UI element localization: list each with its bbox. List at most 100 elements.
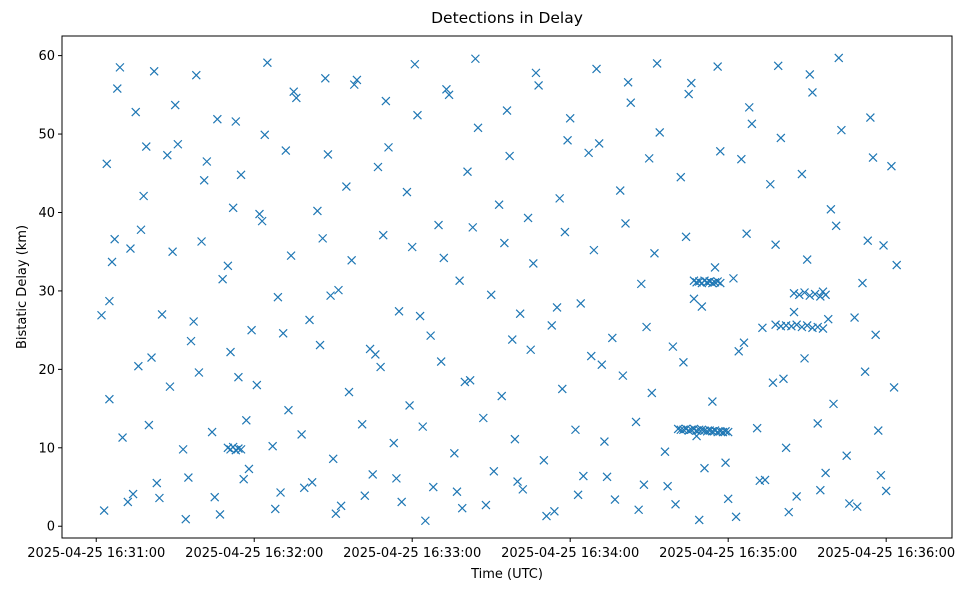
data-point: [634, 505, 644, 515]
data-point: [420, 516, 430, 526]
x-tick-label: 2025-04-25 16:31:00: [27, 546, 165, 561]
data-point: [792, 492, 802, 501]
x-tick-label: 2025-04-25 16:34:00: [501, 546, 639, 561]
data-point: [291, 93, 301, 103]
data-point: [126, 244, 135, 253]
data-point: [668, 342, 678, 352]
data-point: [165, 382, 175, 392]
data-point: [415, 311, 425, 321]
data-point: [131, 107, 141, 117]
data-point: [781, 443, 791, 453]
data-point: [531, 68, 541, 78]
data-point: [183, 473, 193, 483]
data-point: [555, 193, 565, 203]
x-axis-title: Time (UTC): [470, 567, 543, 582]
data-point: [650, 248, 659, 258]
data-point: [312, 206, 322, 216]
data-point: [889, 382, 899, 392]
data-point: [133, 361, 143, 371]
data-point: [381, 96, 391, 106]
data-point: [289, 87, 299, 97]
x-axis: 2025-04-25 16:31:00 2025-04-25 16:32:00 20…: [27, 538, 955, 561]
data-point: [694, 515, 704, 525]
scatter-marks: [97, 53, 902, 526]
data-point: [697, 425, 707, 435]
data-point: [507, 335, 517, 344]
data-point: [850, 313, 859, 323]
data-point: [449, 448, 459, 458]
data-point: [518, 484, 528, 494]
data-point: [494, 200, 504, 210]
data-point: [104, 394, 114, 404]
data-point: [144, 420, 154, 430]
data-point: [497, 391, 507, 401]
data-point: [378, 230, 388, 240]
data-point: [189, 317, 199, 326]
data-point: [436, 357, 446, 366]
data-point: [115, 62, 125, 72]
data-point: [765, 179, 775, 189]
data-point: [844, 499, 854, 508]
data-point: [194, 368, 204, 377]
data-point: [104, 296, 114, 306]
data-point: [755, 476, 765, 486]
data-point: [771, 240, 781, 250]
data-point: [865, 113, 875, 122]
data-point: [444, 90, 454, 100]
data-point: [418, 422, 428, 432]
data-point: [805, 70, 815, 79]
data-point: [789, 288, 799, 298]
data-point: [402, 187, 412, 197]
data-point: [671, 499, 680, 509]
data-point: [873, 426, 883, 435]
data-point: [305, 315, 314, 325]
data-point: [663, 481, 673, 491]
data-point: [549, 506, 559, 516]
data-point: [660, 447, 670, 457]
data-point: [297, 430, 307, 439]
data-point: [276, 488, 285, 497]
data-point: [715, 146, 725, 156]
data-point: [528, 259, 538, 268]
data-point: [197, 237, 206, 246]
data-point: [539, 455, 549, 465]
data-point: [360, 491, 370, 501]
data-point: [678, 357, 688, 367]
data-point: [815, 291, 825, 301]
data-point: [860, 367, 870, 377]
data-point: [334, 285, 343, 295]
data-point: [278, 328, 288, 338]
data-point: [262, 58, 272, 68]
data-point: [341, 182, 351, 192]
data-point: [452, 487, 462, 497]
data-point: [247, 325, 257, 335]
y-tick-label: 60: [38, 49, 55, 64]
data-point: [510, 434, 520, 444]
data-point: [320, 73, 330, 83]
data-point: [470, 54, 480, 64]
data-point: [210, 492, 220, 502]
data-point: [734, 346, 744, 356]
data-point: [881, 486, 891, 496]
data-point: [879, 241, 888, 250]
data-point: [107, 257, 117, 267]
data-point: [389, 438, 399, 448]
data-point: [707, 278, 717, 288]
data-point: [170, 100, 180, 110]
data-point: [710, 262, 720, 272]
data-point: [813, 322, 823, 332]
data-point: [810, 289, 820, 299]
data-point: [112, 84, 122, 93]
data-point: [181, 514, 191, 524]
data-point: [636, 279, 646, 289]
data-point: [729, 273, 738, 283]
data-point: [681, 232, 691, 242]
plot-frame: [61, 35, 953, 539]
data-point: [802, 255, 812, 264]
data-point: [565, 113, 575, 123]
y-axis-title: Bistatic Delay (km): [15, 225, 30, 349]
data-point: [826, 204, 836, 214]
data-point: [871, 330, 881, 340]
data-point: [618, 371, 628, 381]
data-point: [684, 89, 694, 99]
